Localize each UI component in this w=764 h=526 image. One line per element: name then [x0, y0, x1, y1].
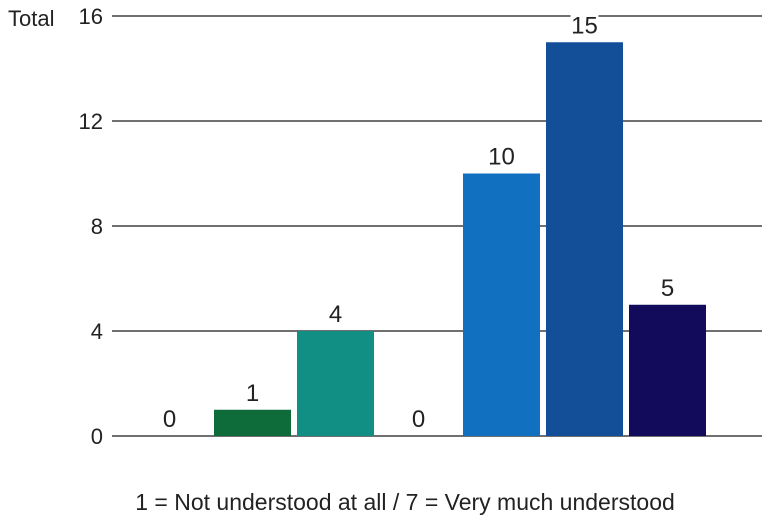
data-label: 1 — [246, 380, 259, 407]
y-tick-label: 0 — [91, 424, 103, 449]
y-tick-label: 8 — [91, 214, 103, 239]
data-label: 5 — [661, 275, 674, 302]
bar — [214, 409, 291, 436]
y-tick-label: 4 — [91, 319, 103, 344]
data-labels: 0 1 4 0 10 15 5 — [163, 10, 674, 433]
data-label-backing — [570, 10, 599, 37]
data-label: 0 — [412, 406, 425, 433]
y-tick-labels: 0 4 8 12 16 — [79, 4, 103, 449]
y-axis-label: Total — [8, 6, 54, 31]
bar — [297, 331, 374, 436]
data-label: 0 — [163, 406, 176, 433]
bars — [214, 42, 706, 436]
bar — [629, 304, 706, 436]
bar — [463, 173, 540, 436]
data-label: 15 — [571, 12, 598, 39]
data-label: 4 — [329, 301, 342, 328]
x-axis-label: 1 = Not understood at all / 7 = Very muc… — [135, 489, 675, 515]
bar — [546, 42, 623, 436]
y-tick-label: 16 — [79, 4, 103, 29]
data-label: 10 — [488, 144, 515, 171]
y-tick-label: 12 — [79, 109, 103, 134]
